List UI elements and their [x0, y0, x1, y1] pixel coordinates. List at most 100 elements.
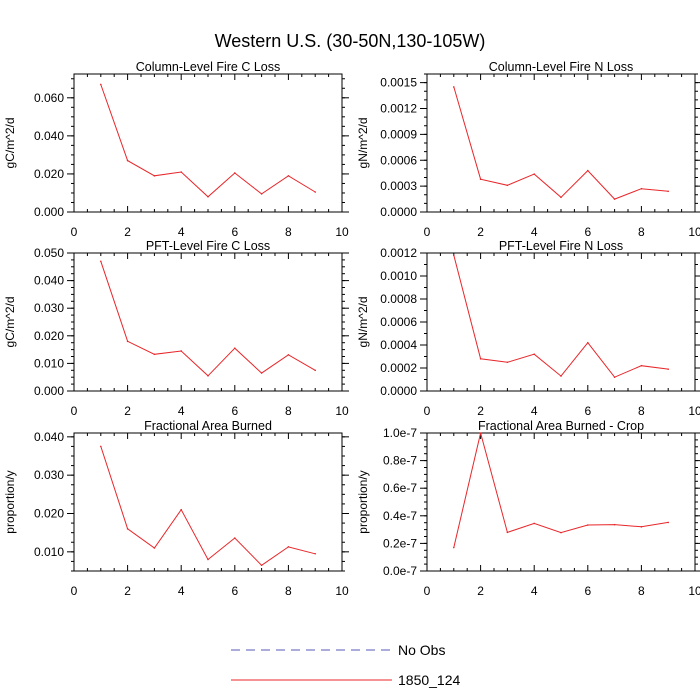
plot-frame — [73, 252, 343, 392]
y-tick-label: 0.000 — [34, 384, 64, 398]
data-point — [533, 173, 535, 175]
data-point — [100, 260, 102, 263]
data-point — [287, 175, 290, 177]
data-point — [479, 358, 482, 360]
panel-title: Fractional Area Burned — [144, 419, 272, 433]
legend-label-1850-124: 1850_124 — [398, 672, 461, 688]
data-point — [153, 353, 156, 356]
data-point — [587, 341, 589, 344]
x-tick-label: 2 — [477, 225, 484, 239]
plot-frame — [426, 252, 696, 392]
y-tick-label: 0.010 — [34, 545, 64, 559]
x-tick-label: 10 — [688, 404, 700, 418]
panel-6: Fractional Area Burned - Crop proportion/… — [356, 419, 700, 598]
y-tick-label: 0.0010 — [380, 269, 417, 283]
x-tick-label: 8 — [285, 584, 292, 598]
data-point — [587, 169, 589, 172]
panel-1: Column-Level Fire C Loss gC/m^2/d 0 2 4 6 8 10 0… — [3, 60, 349, 239]
y-tick-label: 0.060 — [34, 91, 64, 105]
data-point — [207, 375, 209, 377]
x-tick-label: 8 — [638, 584, 645, 598]
data-point — [667, 368, 669, 370]
series-line-1850-124 — [453, 86, 669, 200]
plot-frame — [426, 73, 696, 213]
x-tick-label: 8 — [638, 225, 645, 239]
x-tick-label: 2 — [124, 225, 131, 239]
x-tick-label: 10 — [335, 404, 349, 418]
data-point — [287, 354, 290, 356]
plot-frame — [426, 432, 696, 572]
y-tick-label: 0.0008 — [380, 292, 417, 306]
data-point — [479, 178, 482, 181]
y-tick-label: 0.020 — [34, 507, 64, 521]
data-point — [260, 193, 263, 195]
x-tick-label: 2 — [477, 404, 484, 418]
y-tick-label: 0.040 — [34, 129, 64, 143]
y-axis-label: proportion/y — [356, 470, 370, 533]
data-point — [506, 184, 509, 187]
x-tick-label: 0 — [71, 404, 78, 418]
y-tick-label: 0.0009 — [380, 127, 417, 141]
panel-title: Fractional Area Burned - Crop — [478, 419, 644, 433]
data-point — [640, 526, 643, 528]
panels: Column-Level Fire C Loss gC/m^2/d 0 2 4 6 8 10 0… — [3, 60, 700, 598]
data-point — [126, 528, 129, 530]
y-tick-label: 0.0000 — [380, 205, 417, 219]
y-tick-label: 0.0000 — [380, 384, 417, 398]
panel-4: PFT-Level Fire N Loss gN/m^2/d 0 2 4 6 8 10 0.00… — [356, 239, 700, 418]
y-tick-label: 0.0012 — [380, 246, 417, 260]
legend: No Obs 1850_124 — [231, 642, 461, 688]
data-point — [100, 83, 102, 86]
data-point — [667, 521, 669, 524]
y-tick-label: 0.030 — [34, 468, 64, 482]
data-point — [126, 340, 129, 343]
data-point — [314, 191, 317, 193]
y-tick-label: 0.0006 — [380, 153, 417, 167]
data-point — [287, 546, 290, 548]
y-tick-label: 0.0004 — [380, 338, 417, 352]
data-point — [506, 531, 509, 534]
y-tick-label: 0.040 — [34, 274, 64, 288]
series-line-1850-124 — [100, 84, 316, 198]
y-axis-label: gC/m^2/d — [3, 118, 17, 169]
data-point — [587, 524, 589, 526]
data-point — [533, 353, 535, 356]
y-tick-label: 1.0e-7 — [383, 426, 417, 440]
data-point — [314, 369, 317, 372]
y-axis-label: gC/m^2/d — [3, 297, 17, 348]
y-tick-label: 0.2e-7 — [383, 536, 417, 550]
data-point — [667, 190, 669, 193]
y-tick-label: 0.6e-7 — [383, 481, 417, 495]
x-tick-label: 4 — [531, 225, 538, 239]
y-tick-label: 0.040 — [34, 430, 64, 444]
x-tick-label: 4 — [531, 404, 538, 418]
data-point — [506, 361, 509, 364]
x-tick-label: 4 — [178, 404, 185, 418]
y-tick-label: 0.010 — [34, 356, 64, 370]
data-point — [100, 445, 102, 448]
data-point — [260, 564, 263, 567]
data-point — [180, 508, 182, 511]
plot-frame — [73, 73, 343, 213]
panel-title: Column-Level Fire N Loss — [489, 60, 634, 74]
data-point — [234, 537, 236, 539]
data-point — [207, 558, 209, 561]
series-line-1850-124 — [453, 432, 669, 548]
x-tick-label: 4 — [178, 225, 185, 239]
y-axis-label: proportion/y — [3, 470, 17, 533]
y-tick-label: 0.0012 — [380, 102, 417, 116]
y-tick-label: 0.020 — [34, 329, 64, 343]
data-point — [613, 376, 616, 379]
data-point — [180, 171, 182, 173]
series-line-1850-124 — [453, 255, 669, 378]
x-tick-label: 6 — [231, 225, 238, 239]
x-tick-label: 0 — [71, 225, 78, 239]
y-tick-label: 0.050 — [34, 246, 64, 260]
y-tick-label: 0.0006 — [380, 315, 417, 329]
x-tick-label: 2 — [477, 584, 484, 598]
data-point — [234, 347, 236, 350]
x-tick-label: 10 — [335, 225, 349, 239]
data-point — [640, 364, 643, 367]
x-tick-label: 4 — [178, 584, 185, 598]
data-point — [260, 372, 263, 374]
